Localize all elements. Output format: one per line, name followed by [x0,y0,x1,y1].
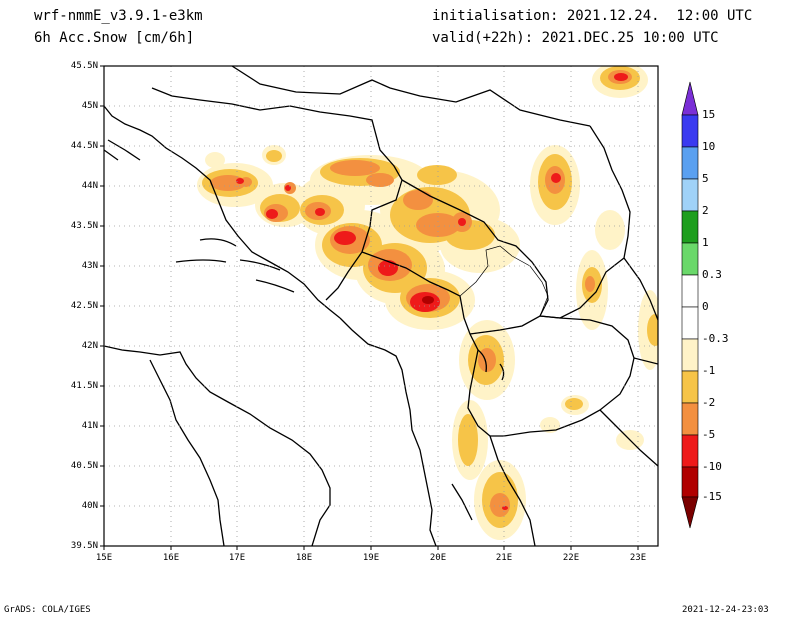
credit-text: GrADS: COLA/IGES [4,605,91,615]
colorbar-bin [681,370,699,404]
colorbar-bin [681,434,699,468]
border-serbia-path [401,179,549,317]
lat-label: 41N [81,421,98,431]
lat-label: 40.5N [70,461,98,471]
grid-lines [104,66,658,546]
colorbar-label: 1 [702,236,709,249]
colorbar-bin [681,466,699,498]
lat-label: 44N [81,181,98,191]
colorbar-bin [681,146,699,180]
colorbar-top-triangle [681,81,699,116]
lat-label: 42.5N [70,301,98,311]
colorbar-label: -5 [702,428,716,441]
lat-label: 43.5N [70,221,98,231]
colorbar [681,81,699,529]
border-greece-path [599,409,658,467]
field-title: 6h Acc.Snow [cm/6h] [34,30,195,46]
border-albania-path [361,251,491,437]
colorbar-label: 10 [702,140,716,153]
coast-croatia-path [104,105,341,319]
lat-label: 42N [81,341,98,351]
timestamp-text: 2021-12-24-23:03 [682,605,769,615]
colorbar-bin [681,114,699,148]
valid-time: valid(+22h): 2021.DEC.25 10:00 UTC [432,30,719,46]
coastlines-borders [104,66,658,546]
colorbar-label: 2 [702,204,709,217]
lon-label: 15E [95,553,113,563]
lon-label: 18E [295,553,313,563]
border-bulgaria-path [623,257,658,321]
colorbar-bin [681,306,699,340]
coast-albania-path [339,317,437,546]
lon-label: 17E [228,553,246,563]
lat-label: 45.5N [70,61,98,71]
coast-corfu-path [451,483,473,521]
lon-label: 21E [495,553,513,563]
colorbar-bin [681,338,699,372]
lake-prespa [499,363,505,381]
colorbar-label: 0 [702,300,709,313]
colorbar-label: -10 [702,460,722,473]
snow-shading [197,66,658,540]
colorbar-label: -15 [702,490,722,503]
colorbar-bin [681,274,699,308]
colorbar-bin [681,242,699,276]
island-5 [107,139,141,161]
lake-ohrid [477,349,487,373]
island-4 [255,279,295,293]
snow-band-darkred [422,296,434,304]
lon-label: 20E [429,553,447,563]
lat-label: 43N [81,261,98,271]
lat-label: 41.5N [70,381,98,391]
model-title: wrf-nmmE_v3.9.1-e3km [34,8,203,24]
colorbar-bottom-triangle [681,496,699,529]
colorbar-bin [681,402,699,436]
lon-label: 19E [362,553,380,563]
island-6 [104,149,119,161]
colorbar-label: -0.3 [702,332,729,345]
colorbar-label: 5 [702,172,709,185]
colorbar-label: -1 [702,364,716,377]
island-3 [239,259,281,271]
lon-label: 23E [629,553,647,563]
init-time: initialisation: 2021.12.24. 12:00 UTC [432,8,753,24]
lon-label: 16E [162,553,180,563]
border-north-path [231,66,591,127]
lat-label: 44.5N [70,141,98,151]
colorbar-label: 15 [702,108,716,121]
lat-label: 40N [81,501,98,511]
border-epirus-path [489,435,536,546]
colorbar-bin [681,178,699,212]
border-bg-south-path [633,357,658,365]
island-2 [175,259,227,263]
colorbar-label: -2 [702,396,716,409]
lon-label: 22E [562,553,580,563]
island-1 [199,238,237,247]
colorbar-bin [681,210,699,244]
lat-label: 39.5N [70,541,98,551]
tick-marks [100,65,639,550]
border-serbia-east-path [539,125,631,319]
colorbar-label: 0.3 [702,268,722,281]
lat-label: 45N [81,101,98,111]
italy-interior-path [149,359,225,546]
coast-italy-path [104,345,331,546]
